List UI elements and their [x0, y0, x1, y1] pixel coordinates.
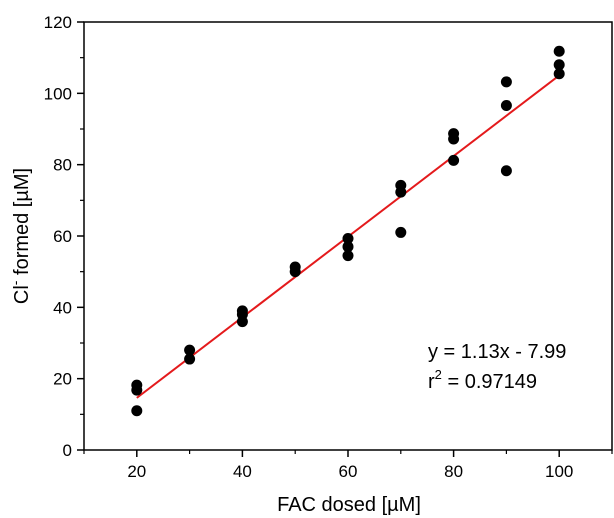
- data-point: [131, 384, 143, 396]
- fit-equation: y = 1.13x - 7.99: [428, 341, 566, 363]
- data-point: [553, 45, 565, 57]
- y-tick-label: 40: [53, 298, 72, 317]
- y-tick-label: 100: [44, 84, 72, 103]
- x-tick-label: 100: [545, 462, 573, 481]
- data-point: [553, 59, 565, 71]
- data-point: [342, 232, 354, 244]
- y-axis-title-superscript: -: [7, 280, 23, 285]
- y-tick-label: 0: [63, 441, 72, 460]
- y-tick-label: 80: [53, 156, 72, 175]
- r-squared-exponent: 2: [435, 367, 442, 382]
- data-point: [500, 76, 512, 88]
- x-tick-label: 20: [127, 462, 146, 481]
- data-point: [500, 165, 512, 177]
- x-tick-label: 60: [339, 462, 358, 481]
- r-squared-symbol: r: [428, 371, 435, 393]
- x-axis-title: FAC dosed [µM]: [277, 494, 421, 516]
- data-point: [448, 154, 460, 166]
- y-tick-label: 60: [53, 227, 72, 246]
- data-point: [184, 353, 196, 365]
- data-point: [131, 405, 143, 417]
- data-point: [500, 99, 512, 111]
- data-point: [236, 316, 248, 328]
- data-point: [553, 68, 565, 80]
- data-point: [342, 241, 354, 253]
- y-axis-title-main: Cl: [11, 285, 33, 304]
- data-point: [342, 250, 354, 262]
- axes: 0 20 40 60 80 100 120 20 40 60 80 100: [44, 13, 613, 481]
- r-squared: r2 = 0.97149: [428, 367, 537, 393]
- x-tick-label: 40: [233, 462, 252, 481]
- data-point: [184, 344, 196, 356]
- data-point: [395, 226, 407, 238]
- y-axis-title-rest: formed [µM]: [11, 168, 33, 281]
- data-point: [395, 186, 407, 198]
- r-squared-value: = 0.97149: [442, 371, 537, 393]
- y-tick-label: 20: [53, 370, 72, 389]
- data-points: [131, 45, 565, 417]
- y-tick-label: 120: [44, 13, 72, 32]
- y-axis-title: Cl- formed [µM]: [7, 168, 33, 304]
- x-tick-label: 80: [444, 462, 463, 481]
- data-point: [289, 266, 301, 278]
- data-point: [448, 133, 460, 145]
